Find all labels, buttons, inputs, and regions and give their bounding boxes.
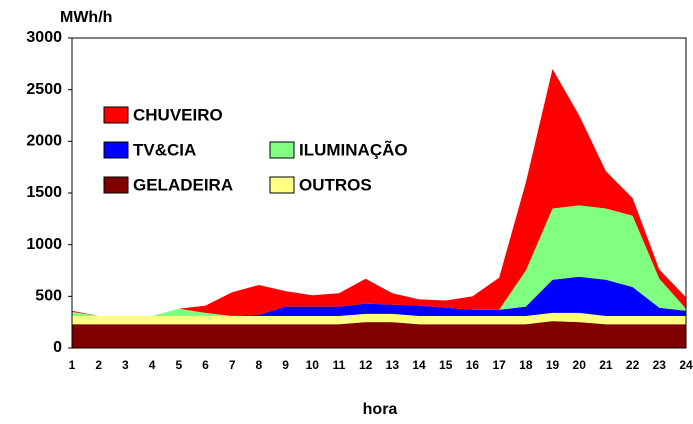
area [72,205,686,316]
x-tick-label: 14 [412,358,426,372]
y-tick-label: 0 [53,339,62,356]
legend-swatch [269,141,295,159]
x-tick-label: 23 [653,358,667,372]
area [72,276,686,316]
legend-label: TV&CIA [133,140,196,159]
x-tick-label: 22 [626,358,640,372]
x-tick-label: 10 [306,358,320,372]
legend-swatch [103,176,129,194]
x-tick-label: 17 [492,358,506,372]
legend-label: ILUMINAÇÃO [299,139,408,159]
x-tick-label: 6 [202,358,209,372]
y-tick-label: 2500 [26,81,62,98]
legend-label: CHUVEIRO [133,105,223,124]
x-tick-label: 1 [69,358,76,372]
x-tick-label: 3 [122,358,129,372]
x-axis-label: hora [363,401,398,418]
y-tick-label: 1500 [26,184,62,201]
x-tick-label: 4 [149,358,156,372]
area [72,69,686,316]
legend-label: OUTROS [299,175,372,194]
x-tick-label: 12 [359,358,373,372]
legend-swatch [269,176,295,194]
x-tick-label: 15 [439,358,453,372]
legend-swatch [103,141,129,159]
x-tick-label: 9 [282,358,289,372]
x-tick-label: 20 [573,358,587,372]
area [72,321,686,348]
y-tick-label: 3000 [26,29,62,46]
x-tick-label: 21 [599,358,613,372]
x-tick-label: 13 [386,358,400,372]
y-axis-label: MWh/h [60,9,112,26]
area [72,312,686,325]
legend-swatch [103,106,129,124]
x-tick-label: 8 [256,358,263,372]
legend-label: GELADEIRA [133,175,233,194]
y-tick-label: 500 [35,288,62,305]
x-tick-label: 19 [546,358,560,372]
y-tick-label: 1000 [26,236,62,253]
y-tick-label: 2000 [26,133,62,150]
x-tick-label: 2 [95,358,102,372]
x-tick-label: 7 [229,358,236,372]
x-tick-label: 5 [175,358,182,372]
x-tick-label: 24 [679,358,693,372]
x-tick-label: 16 [466,358,480,372]
x-tick-label: 18 [519,358,533,372]
x-tick-label: 11 [333,358,346,372]
